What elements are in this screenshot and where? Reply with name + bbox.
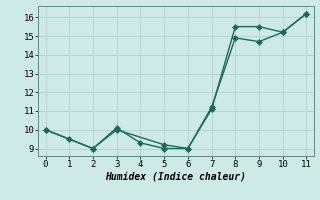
X-axis label: Humidex (Indice chaleur): Humidex (Indice chaleur) [106, 172, 246, 182]
